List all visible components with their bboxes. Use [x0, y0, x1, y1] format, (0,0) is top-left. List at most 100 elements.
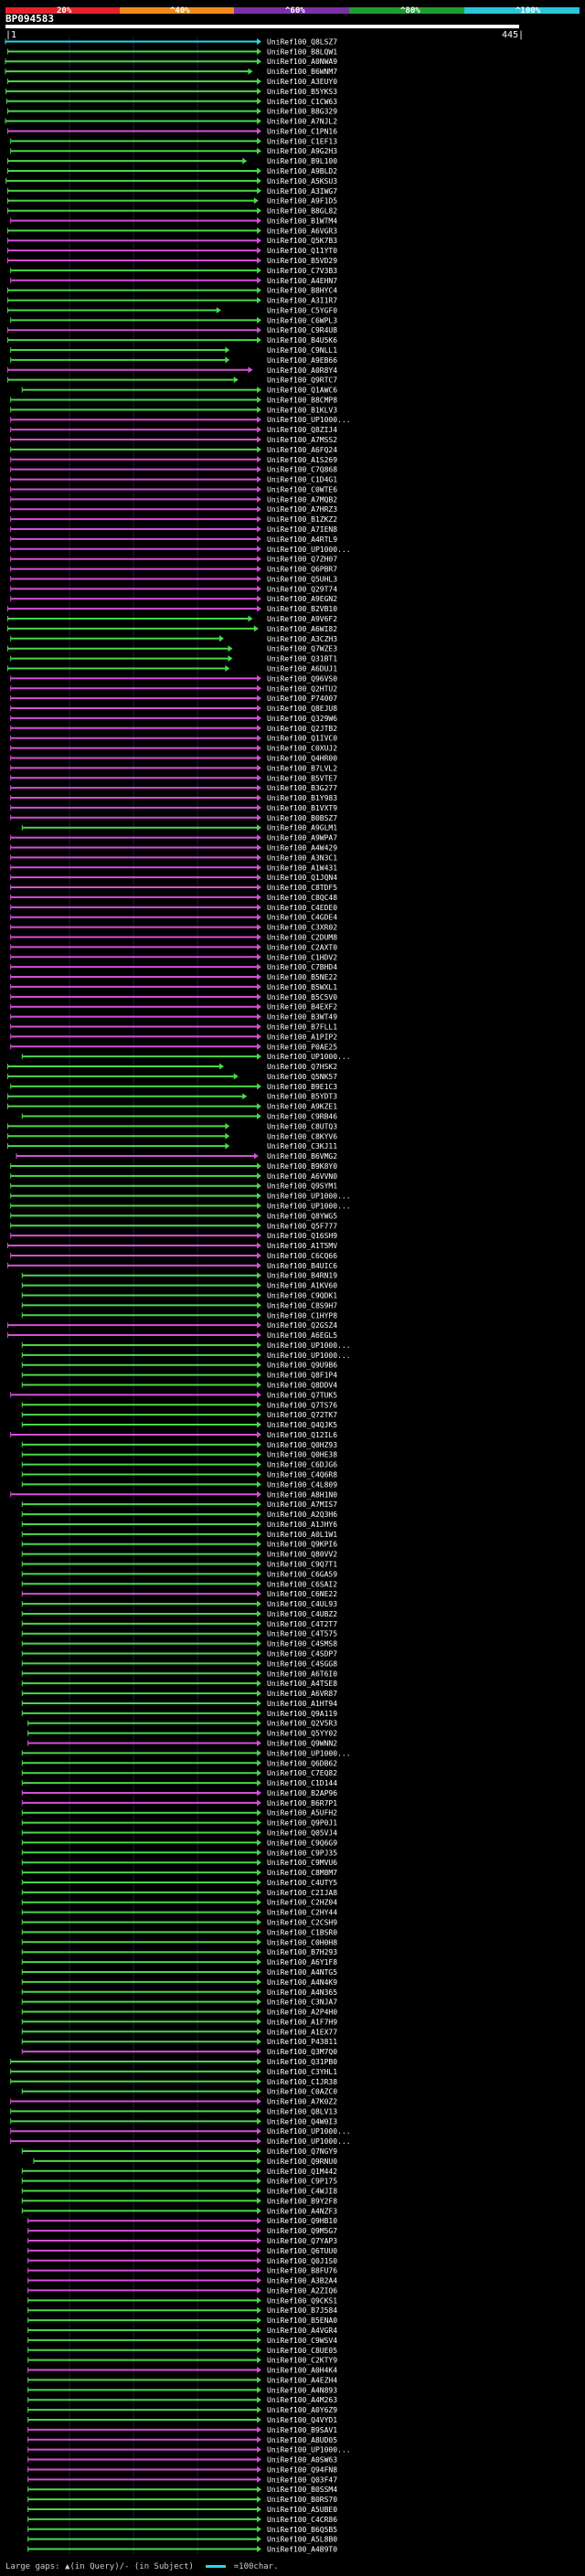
hit-row[interactable]: UniRef100_Q1AWC6 — [21, 387, 337, 395]
hit-row[interactable]: UniRef100_C1HDV2 — [10, 953, 338, 961]
hit-row[interactable]: UniRef100_Q7NGY9 — [21, 2147, 337, 2156]
hit-label[interactable]: UniRef100_C2DUM8 — [267, 933, 337, 941]
hit-row[interactable]: UniRef100_B8CMP8 — [10, 396, 338, 404]
hit-row[interactable]: UniRef100_A4W429 — [10, 843, 338, 852]
hit-label[interactable]: UniRef100_A1EX77 — [267, 2028, 337, 2036]
hit-label[interactable]: UniRef100_B8GL82 — [267, 207, 337, 216]
hit-label[interactable]: UniRef100_A6VR87 — [267, 1690, 337, 1698]
hit-row[interactable]: UniRef100_A0L1W1 — [21, 1531, 337, 1539]
hit-row[interactable]: UniRef100_A0R8Y4 — [7, 366, 338, 375]
hit-row[interactable]: UniRef100_A3EUY0 — [7, 78, 338, 86]
hit-row[interactable]: UniRef100_C9PJ35 — [21, 1849, 337, 1857]
hit-row[interactable]: UniRef100_Q9WNN2 — [27, 1740, 338, 1748]
hit-row[interactable]: UniRef100_A6EGL5 — [7, 1331, 338, 1340]
hit-label[interactable]: UniRef100_C2HY44 — [267, 1909, 337, 1917]
hit-row[interactable]: UniRef100_C4L809 — [21, 1480, 337, 1489]
hit-row[interactable]: UniRef100_C4EDE0 — [10, 904, 338, 912]
hit-label[interactable]: UniRef100_A4N365 — [267, 1988, 337, 1997]
hit-row[interactable]: UniRef100_C5YGF0 — [7, 306, 338, 314]
hit-label[interactable]: UniRef100_C3KJ11 — [267, 1142, 337, 1150]
hit-label[interactable]: UniRef100_Q9SYM1 — [267, 1182, 337, 1191]
hit-label[interactable]: UniRef100_A5L8B0 — [267, 2536, 337, 2544]
hit-row[interactable]: UniRef100_C2HY44 — [21, 1909, 337, 1917]
hit-row[interactable]: UniRef100_A5KSU3 — [5, 177, 338, 186]
hit-label[interactable]: UniRef100_Q7WZE3 — [267, 645, 337, 653]
hit-row[interactable]: UniRef100_A6VGR3 — [7, 227, 338, 235]
hit-row[interactable]: UniRef100_P43811 — [21, 2038, 337, 2046]
hit-label[interactable]: UniRef100_C1D144 — [267, 1779, 337, 1787]
hit-label[interactable]: UniRef100_Q3M7Q0 — [267, 2048, 337, 2056]
hit-row[interactable]: UniRef100_Q16SH9 — [10, 1232, 338, 1240]
hit-label[interactable]: UniRef100_Q16SH9 — [267, 1232, 337, 1240]
hit-label[interactable]: UniRef100_A1F7H9 — [267, 2018, 337, 2026]
hit-label[interactable]: UniRef100_C4SGG8 — [267, 1659, 337, 1668]
hit-label[interactable]: UniRef100_C4WJI8 — [267, 2188, 337, 2196]
hit-label[interactable]: UniRef100_B8HYC4 — [267, 287, 337, 295]
hit-row[interactable]: UniRef100_B1ZKZ2 — [10, 515, 338, 524]
hit-label[interactable]: UniRef100_Q4VYD1 — [267, 2416, 337, 2424]
hit-row[interactable]: UniRef100_B5YKS3 — [5, 88, 338, 96]
hit-row[interactable]: UniRef100_C9R4U8 — [7, 326, 338, 334]
hit-label[interactable]: UniRef100_C6GA59 — [267, 1570, 337, 1578]
hit-label[interactable]: UniRef100_A5UFH2 — [267, 1809, 337, 1818]
hit-row[interactable]: UniRef100_A9WPA7 — [10, 834, 338, 843]
hit-row[interactable]: UniRef100_C0XUJ2 — [10, 745, 338, 753]
hit-label[interactable]: UniRef100_A3N3C1 — [267, 853, 337, 862]
hit-row[interactable]: UniRef100_A6T6I0 — [21, 1670, 337, 1678]
hit-row[interactable]: UniRef100_Q0J1S0 — [27, 2257, 338, 2265]
hit-label[interactable]: UniRef100_Q9HB10 — [267, 2217, 337, 2225]
hit-row[interactable]: UniRef100_UP1000... — [21, 1053, 351, 1061]
hit-row[interactable]: UniRef100_C9RB46 — [21, 1112, 337, 1120]
hit-label[interactable]: UniRef100_C9R4U8 — [267, 326, 337, 334]
hit-label[interactable]: UniRef100_C8S9H7 — [267, 1301, 337, 1309]
hit-label[interactable]: UniRef100_B5YKS3 — [267, 88, 337, 96]
hit-label[interactable]: UniRef100_C9QDK1 — [267, 1292, 337, 1300]
hit-row[interactable]: UniRef100_C4Q6R8 — [21, 1471, 337, 1479]
hit-label[interactable]: UniRef100_B9K8Y0 — [267, 1162, 337, 1171]
hit-row[interactable]: UniRef100_B3G277 — [10, 784, 338, 792]
hit-label[interactable]: UniRef100_A2ZIQ6 — [267, 2286, 337, 2295]
hit-row[interactable]: UniRef100_A6FQ24 — [10, 446, 338, 454]
hit-label[interactable]: UniRef100_B5C5V0 — [267, 993, 337, 1002]
hit-label[interactable]: UniRef100_C8UTQ3 — [267, 1122, 337, 1130]
hit-row[interactable]: UniRef100_A7MSS2 — [10, 436, 338, 444]
hit-row[interactable]: UniRef100_C4SGG8 — [21, 1659, 337, 1668]
hit-label[interactable]: UniRef100_A4EZH4 — [267, 2376, 337, 2384]
hit-row[interactable]: UniRef100_C2HZ04 — [21, 1899, 337, 1907]
hit-label[interactable]: UniRef100_A9BLD2 — [267, 167, 337, 175]
hit-label[interactable]: UniRef100_C4GDE4 — [267, 914, 337, 922]
hit-label[interactable]: UniRef100_C4T575 — [267, 1630, 337, 1638]
hit-label[interactable]: UniRef100_Q9CKS1 — [267, 2296, 337, 2305]
hit-row[interactable]: UniRef100_Q12IL6 — [10, 1431, 338, 1439]
hit-row[interactable]: UniRef100_Q80VV2 — [21, 1551, 337, 1559]
hit-label[interactable]: UniRef100_Q11YT0 — [267, 247, 337, 255]
hit-label[interactable]: UniRef100_C9PJ35 — [267, 1849, 337, 1857]
hit-label[interactable]: UniRef100_A4RTL9 — [267, 535, 337, 544]
hit-label[interactable]: UniRef100_Q2JTB2 — [267, 725, 337, 733]
hit-label[interactable]: UniRef100_P43811 — [267, 2038, 337, 2046]
hit-row[interactable]: UniRef100_Q8LSZ7 — [5, 37, 337, 46]
hit-label[interactable]: UniRef100_C3NJA7 — [267, 1998, 337, 2007]
hit-label[interactable]: UniRef100_C8KYV6 — [267, 1132, 337, 1140]
hit-label[interactable]: UniRef100_Q03F47 — [267, 2475, 337, 2484]
hit-label[interactable]: UniRef100_B7H293 — [267, 1948, 337, 1956]
hit-row[interactable]: UniRef100_C4T575 — [21, 1630, 337, 1638]
hit-row[interactable]: UniRef100_C1BSR0 — [21, 1928, 337, 1936]
hit-label[interactable]: UniRef100_A0SW63 — [267, 2456, 337, 2465]
hit-row[interactable]: UniRef100_A7MQB2 — [10, 495, 338, 504]
hit-row[interactable]: UniRef100_B2VB10 — [7, 605, 338, 613]
hit-row[interactable]: UniRef100_A6Y1F8 — [21, 1958, 337, 1966]
hit-label[interactable]: UniRef100_C3XR02 — [267, 924, 337, 932]
hit-label[interactable]: UniRef100_P74007 — [267, 694, 337, 703]
hit-row[interactable]: UniRef100_UP1000... — [10, 1193, 351, 1201]
hit-row[interactable]: UniRef100_C9Q6G9 — [21, 1839, 337, 1847]
hit-row[interactable]: UniRef100_Q8LV13 — [10, 2107, 338, 2115]
hit-row[interactable]: UniRef100_Q2GSZ4 — [7, 1321, 338, 1330]
hit-label[interactable]: UniRef100_B4RN19 — [267, 1272, 337, 1280]
hit-label[interactable]: UniRef100_Q1IVC0 — [267, 735, 337, 743]
hit-label[interactable]: UniRef100_A7MQB2 — [267, 495, 337, 504]
hit-row[interactable]: UniRef100_C6NE22 — [21, 1590, 337, 1598]
hit-label[interactable]: UniRef100_A4VGR4 — [267, 2327, 337, 2335]
hit-row[interactable]: UniRef100_B8GL82 — [7, 207, 338, 216]
hit-row[interactable]: UniRef100_A7K0Z2 — [10, 2098, 338, 2106]
